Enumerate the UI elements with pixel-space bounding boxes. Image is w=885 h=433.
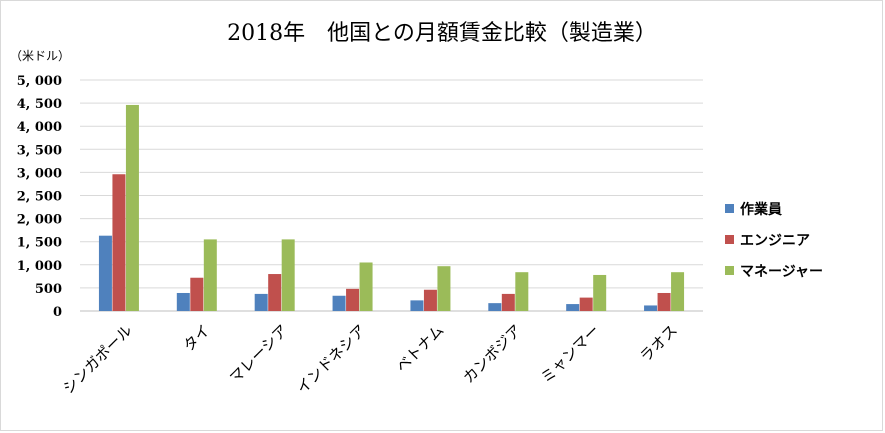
y-tick-label: 4, 500 [17,97,62,112]
y-axis-ticks: 0 500 1, 000 1, 500 2, 000 2, 500 3, 000 3, 500… [17,74,62,320]
legend-swatch [725,266,734,275]
bar-2 [579,297,593,311]
y-tick-label: 2, 000 [17,213,62,228]
y-tick-label: 1, 000 [17,259,62,274]
x-axis-category-labels: シンガポール タイ マレーシア インドネシア ベトナム カンボジア ミャンマー ラオス [59,321,681,397]
y-tick-label: 500 [35,282,62,297]
bar-1 [410,300,424,311]
bar-3 [359,262,373,311]
x-category-label: シンガポール [59,321,135,397]
bar-3 [203,239,217,311]
bar-3 [125,104,139,311]
legend-label: 作業員 [740,201,782,218]
x-category-label: マレーシア [226,321,292,387]
bar-2 [112,174,126,311]
gridlines [80,79,703,312]
y-tick-label: 4, 000 [17,120,62,135]
bar-2 [657,292,671,311]
x-category-label: タイ [180,321,214,355]
bar-1 [176,292,190,311]
bar-3 [671,272,685,311]
bar-1 [644,305,658,311]
legend-label: マネージャー [740,264,823,280]
bar-3 [437,266,451,311]
y-tick-label: 1, 500 [17,236,62,251]
bar-1 [566,304,580,311]
x-category-label: カンボジア [459,321,525,387]
y-tick-label: 0 [53,305,62,320]
bar-1 [254,293,268,311]
bar-2 [268,274,282,311]
y-tick-label: 2, 500 [17,190,62,205]
y-tick-label: 3, 000 [17,166,62,181]
bar-2 [501,293,515,311]
y-tick-label: 3, 500 [17,143,62,158]
bar-1 [98,235,112,311]
x-category-label: インドネシア [293,321,369,397]
y-axis-unit-label: （米ドル） [10,49,70,63]
bars [98,104,685,311]
bar-1 [332,295,346,311]
x-category-label: ベトナム [392,321,447,376]
chart-title: 2018年 他国との月額賃金比較（製造業） [227,21,657,46]
bar-1 [488,303,502,311]
legend-label: エンジニア [740,233,810,249]
bar-2 [190,277,204,311]
bar-3 [593,274,607,311]
legend-swatch [725,204,734,213]
x-category-label: ミャンマー [537,321,603,387]
y-tick-label: 5, 000 [17,74,62,89]
x-category-label: ラオス [636,321,681,366]
bar-3 [515,272,529,311]
legend-swatch [725,235,734,244]
bar-2 [346,288,360,311]
bar-2 [423,289,437,311]
bar-3 [281,239,295,311]
